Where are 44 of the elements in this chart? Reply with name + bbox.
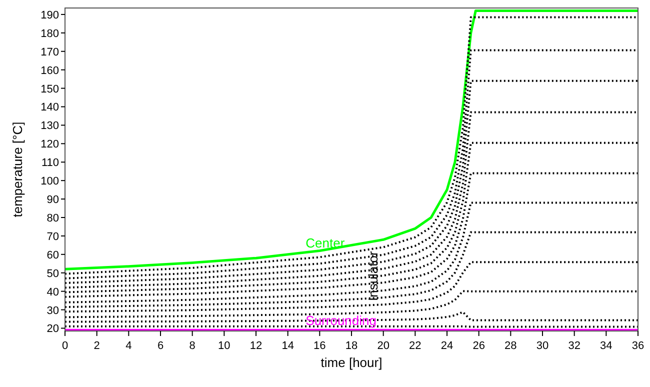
line-series [65,202,638,304]
x-tick-label: 4 [126,340,132,352]
series-label: Surrounding [306,313,376,328]
y-tick-label: 180 [40,28,59,40]
series-label: Center [306,235,346,250]
x-tick-label: 0 [62,340,68,352]
y-tick-label: 120 [40,138,59,151]
x-tick-label: 26 [472,340,485,352]
y-tick-label: 160 [40,64,59,77]
line-series [65,231,638,308]
y-tick-label: 150 [40,83,59,96]
x-tick-label: 20 [377,340,390,352]
x-tick-label: 22 [409,340,422,352]
x-tick-label: 30 [536,340,549,352]
x-tick-label: 18 [345,340,358,352]
x-tick-label: 8 [189,340,196,352]
y-axis-title: temperature [°C] [10,122,25,218]
y-tick-label: 140 [40,102,59,114]
x-tick-label: 24 [440,340,454,352]
x-tick-label: 28 [504,340,517,352]
y-tick-label: 110 [41,157,59,170]
x-tick-label: 16 [314,340,326,352]
y-tick-label: 50 [46,268,59,280]
y-tick-label: 70 [46,230,59,243]
y-tick-label: 190 [40,9,59,22]
x-tick-label: 12 [250,340,262,352]
y-tick-label: 60 [46,249,59,262]
y-tick-label: 80 [46,212,59,224]
y-tick-label: 170 [40,46,59,58]
y-tick-label: 100 [40,176,59,188]
y-tick-label: 130 [40,120,59,132]
x-tick-label: 14 [282,340,294,352]
y-tick-label: 40 [46,286,59,298]
y-tick-label: 90 [46,194,59,206]
x-axis-title: time [hour] [320,355,382,370]
x-tick-label: 2 [94,340,100,352]
x-tick-label: 32 [568,340,580,352]
annotation: Insulator [365,250,380,302]
y-tick-label: 30 [46,304,59,317]
x-tick-label: 10 [218,340,230,352]
y-tick-label: 20 [46,323,59,336]
x-tick-label: 36 [632,340,644,352]
x-tick-label: 34 [600,340,612,352]
x-tick-label: 6 [157,340,164,352]
